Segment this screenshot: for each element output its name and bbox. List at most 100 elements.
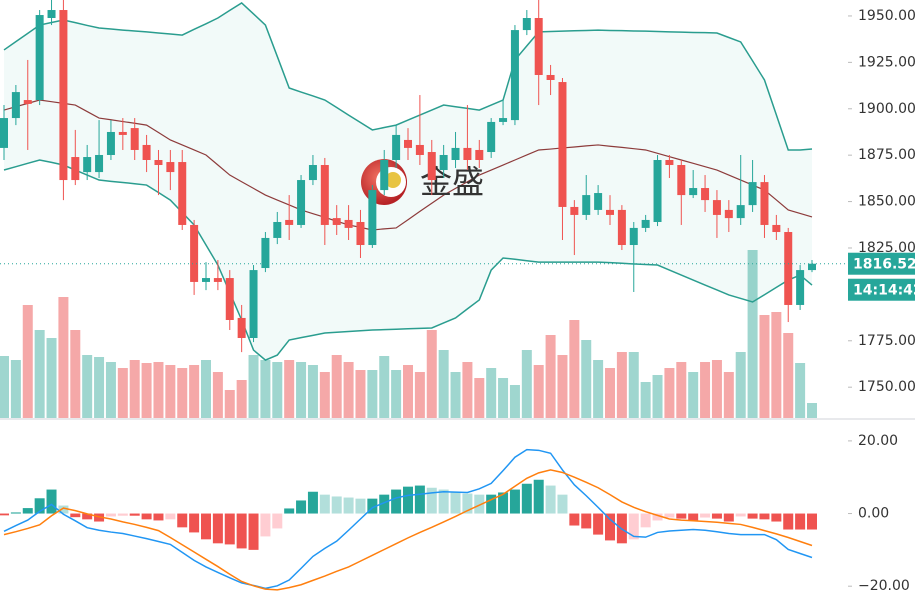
histogram-bar bbox=[426, 487, 437, 514]
candle-body bbox=[368, 190, 377, 246]
y-tick-label: 1750.00 bbox=[858, 379, 915, 395]
volume-bar bbox=[82, 355, 93, 418]
histogram-bar bbox=[664, 513, 675, 518]
candle-body bbox=[190, 224, 199, 282]
volume-bar bbox=[700, 362, 711, 418]
candle-body bbox=[689, 188, 698, 196]
y-tick-label: 1775.00 bbox=[858, 333, 915, 349]
volume-bar bbox=[807, 403, 817, 418]
candle-body bbox=[297, 180, 306, 225]
volume-bar bbox=[212, 372, 223, 418]
candle-body bbox=[784, 232, 793, 305]
candle-body bbox=[463, 147, 472, 160]
histogram-bar bbox=[569, 513, 580, 526]
histogram-bar bbox=[165, 513, 176, 520]
candle-body bbox=[546, 74, 555, 80]
volume-bar bbox=[521, 350, 532, 418]
candle-body bbox=[760, 182, 769, 225]
candle-body bbox=[522, 18, 531, 31]
candle-body bbox=[487, 121, 496, 153]
histogram-bar bbox=[296, 500, 307, 514]
volume-bar bbox=[688, 372, 699, 418]
volume-bar bbox=[236, 380, 247, 418]
y-tick-label: 1825.00 bbox=[858, 240, 915, 256]
candle-body bbox=[772, 224, 781, 233]
histogram-bar bbox=[34, 498, 45, 514]
histogram-bar bbox=[747, 513, 758, 519]
candle-body bbox=[451, 147, 460, 160]
histogram-bar bbox=[688, 513, 699, 521]
histogram-bar bbox=[284, 508, 295, 514]
histogram-bar bbox=[545, 485, 556, 514]
candle-body bbox=[59, 10, 68, 181]
histogram-bar bbox=[628, 513, 639, 540]
histogram-bar bbox=[700, 513, 711, 518]
time-box bbox=[848, 278, 915, 301]
candle-body bbox=[629, 227, 638, 246]
volume-bar bbox=[438, 350, 449, 418]
volume-bar bbox=[367, 370, 378, 418]
middle-band bbox=[3, 99, 813, 231]
histogram-bar bbox=[331, 496, 342, 514]
lower-band bbox=[3, 159, 813, 361]
histogram-bar bbox=[177, 513, 188, 528]
volume-bar bbox=[747, 250, 758, 418]
volume-bar bbox=[94, 357, 105, 418]
candle-body bbox=[71, 157, 80, 181]
volume-bar bbox=[593, 360, 604, 418]
candle-body bbox=[724, 209, 733, 219]
volume-bar bbox=[34, 330, 45, 418]
volume-bar bbox=[355, 370, 366, 418]
histogram-bar bbox=[260, 513, 271, 537]
candle-body bbox=[641, 219, 650, 228]
volume-bar bbox=[201, 360, 211, 418]
last-price-label: 1816.52 bbox=[853, 257, 915, 273]
volume-bar bbox=[224, 390, 235, 418]
histogram-bar bbox=[141, 513, 152, 520]
candle-body bbox=[404, 139, 412, 148]
histogram-bar bbox=[676, 513, 687, 519]
histogram-bar bbox=[22, 508, 33, 514]
histogram-bar bbox=[581, 513, 592, 529]
candle-body bbox=[606, 209, 614, 215]
candle-body bbox=[499, 118, 508, 122]
volume-bar bbox=[272, 362, 283, 418]
histogram-bar bbox=[438, 489, 449, 514]
candle-body bbox=[427, 152, 436, 181]
candle-body bbox=[677, 165, 686, 196]
volume-bar bbox=[58, 297, 69, 418]
candle-body bbox=[47, 10, 56, 19]
histogram-bar bbox=[367, 498, 378, 514]
candle-body bbox=[83, 157, 92, 173]
candle-body bbox=[594, 193, 603, 210]
candle-body bbox=[665, 159, 674, 166]
volume-bar bbox=[153, 362, 164, 418]
candle-body bbox=[23, 100, 32, 104]
candle-body bbox=[154, 159, 163, 166]
volume-bar bbox=[783, 333, 794, 418]
candle-body bbox=[712, 200, 721, 215]
histogram-bar bbox=[129, 513, 140, 516]
candle-body bbox=[249, 270, 258, 339]
histogram-bar bbox=[593, 513, 604, 535]
candle-body bbox=[95, 154, 104, 173]
histogram-bar bbox=[498, 492, 509, 514]
candle-body bbox=[118, 131, 127, 135]
candle-body bbox=[617, 209, 626, 246]
histogram-bar bbox=[723, 513, 734, 522]
histogram-bar bbox=[403, 486, 413, 514]
candle-body bbox=[11, 92, 20, 119]
histogram-bar bbox=[343, 497, 354, 514]
volume-bar bbox=[723, 372, 734, 418]
volume-bar bbox=[177, 368, 188, 418]
volume-bar bbox=[569, 320, 580, 418]
candle-body bbox=[808, 263, 816, 271]
volume-bar bbox=[640, 382, 651, 418]
volume-bar bbox=[450, 372, 461, 418]
histogram-bar bbox=[414, 485, 425, 514]
volume-bar bbox=[343, 362, 354, 418]
histogram-bar bbox=[462, 493, 473, 514]
histogram-bar bbox=[557, 494, 568, 514]
